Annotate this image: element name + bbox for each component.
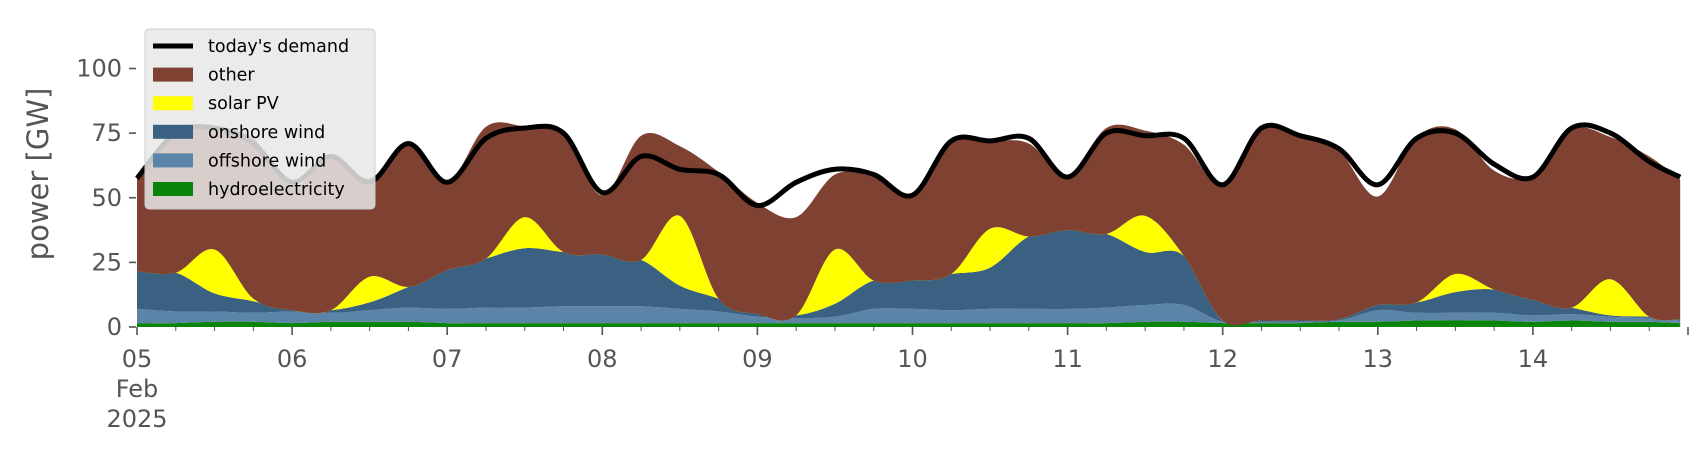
legend-swatch-offshore-wind <box>153 153 193 168</box>
x-tick-label: 13 <box>1363 345 1394 373</box>
legend-label-today-s-demand: today's demand <box>208 37 349 57</box>
demand-line-group <box>135 122 1682 208</box>
x-tick-label: 10 <box>897 345 928 373</box>
legend-label-offshore-wind: offshore wind <box>208 151 326 171</box>
y-tick-label: 0 <box>107 313 122 341</box>
y-tick-label: 100 <box>76 55 122 83</box>
y-tick-label: 25 <box>91 248 122 276</box>
x-tick-sublabel: 2025 <box>106 405 167 433</box>
x-tick-label: 05 <box>122 345 153 373</box>
legend: today's demand other solar PV onshore wind o… <box>144 28 376 210</box>
x-tick-label: 14 <box>1518 345 1549 373</box>
legend-label-other: other <box>208 66 255 86</box>
legend-swatch-solar-pv <box>153 96 193 111</box>
x-tick-label: 07 <box>432 345 463 373</box>
area-hydroelectricity <box>137 320 1681 327</box>
x-tick-label: 11 <box>1052 345 1083 373</box>
x-tick-label: 06 <box>277 345 308 373</box>
stacked-areas <box>137 122 1681 327</box>
legend-box <box>144 28 376 210</box>
x-tick-label: 12 <box>1207 345 1238 373</box>
legend-label-solar-pv: solar PV <box>208 94 279 114</box>
x-tick-sublabel: Feb <box>116 375 159 403</box>
y-tick-label: 50 <box>91 184 122 212</box>
area-offshore-wind <box>137 303 1681 324</box>
area-solar-pv <box>137 215 1681 326</box>
x-tick-label: 08 <box>587 345 618 373</box>
y-axis-label: power [GW] <box>21 88 55 261</box>
legend-swatch-onshore-wind <box>153 124 193 139</box>
legend-label-onshore-wind: onshore wind <box>208 123 325 143</box>
area-other <box>137 122 1681 326</box>
legend-label-hydroelectricity: hydroelectricity <box>208 180 345 200</box>
legend-swatch-other <box>153 67 193 82</box>
x-tick-label: 09 <box>742 345 773 373</box>
legend-swatch-hydroelectricity <box>153 182 193 196</box>
line-today-s-demand <box>135 122 1682 208</box>
y-tick-label: 75 <box>91 119 122 147</box>
y-axis: 0 25 50 75 100 <box>76 55 136 341</box>
area-onshore-wind <box>137 229 1681 326</box>
